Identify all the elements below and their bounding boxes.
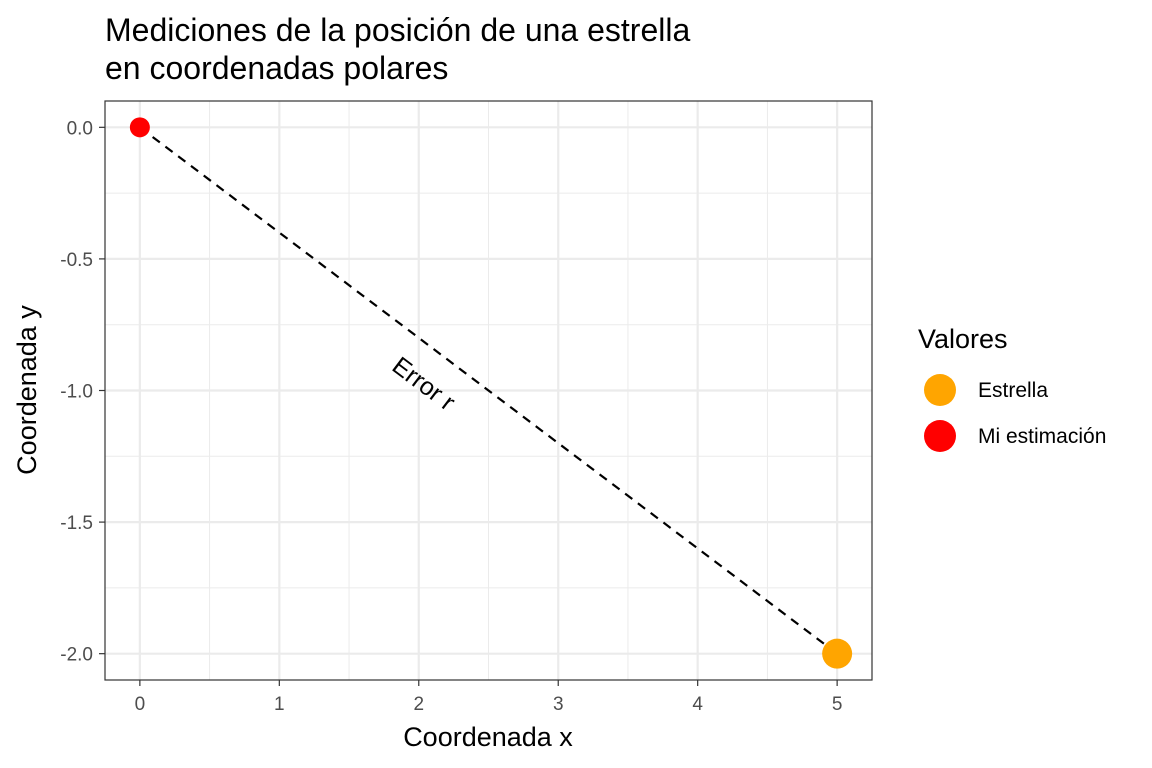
x-tick-label: 0 — [135, 694, 146, 715]
x-axis-ticks: 0 1 2 3 4 5 — [135, 680, 843, 715]
x-tick-label: 5 — [832, 694, 843, 715]
chart-title-line-1: Mediciones de la posición de una estrell… — [105, 12, 690, 48]
point-estrella — [822, 638, 853, 669]
y-tick-label: -1.5 — [60, 513, 93, 534]
legend-key-estrella — [924, 374, 956, 406]
legend-title: Valores — [918, 324, 1008, 354]
x-tick-label: 3 — [553, 694, 564, 715]
data-points — [129, 117, 853, 669]
y-tick-label: -2.0 — [60, 645, 93, 666]
legend-label-estrella: Estrella — [978, 379, 1048, 402]
legend-label-mi-estimacion: Mi estimación — [978, 425, 1106, 448]
x-tick-label: 2 — [413, 694, 424, 715]
legend-key-mi-estimacion — [924, 420, 956, 452]
y-tick-label: -0.5 — [60, 250, 93, 271]
y-axis-title: Coordenada y — [12, 305, 42, 475]
x-tick-label: 4 — [692, 694, 703, 715]
y-tick-label: 0.0 — [67, 118, 93, 139]
legend: Valores Estrella Mi estimación — [918, 324, 1106, 452]
error-segment-line — [139, 126, 838, 655]
grid-lines — [105, 101, 872, 680]
y-axis-ticks: 0.0 -0.5 -1.0 -1.5 -2.0 — [60, 118, 105, 666]
y-tick-label: -1.0 — [60, 382, 93, 403]
x-tick-label: 1 — [274, 694, 285, 715]
chart-title-line-2: en coordenadas polares — [105, 50, 448, 86]
point-mi-estimaci-n — [129, 117, 150, 138]
x-axis-title: Coordenada x — [403, 722, 573, 752]
plot-panel-border — [104, 100, 873, 681]
